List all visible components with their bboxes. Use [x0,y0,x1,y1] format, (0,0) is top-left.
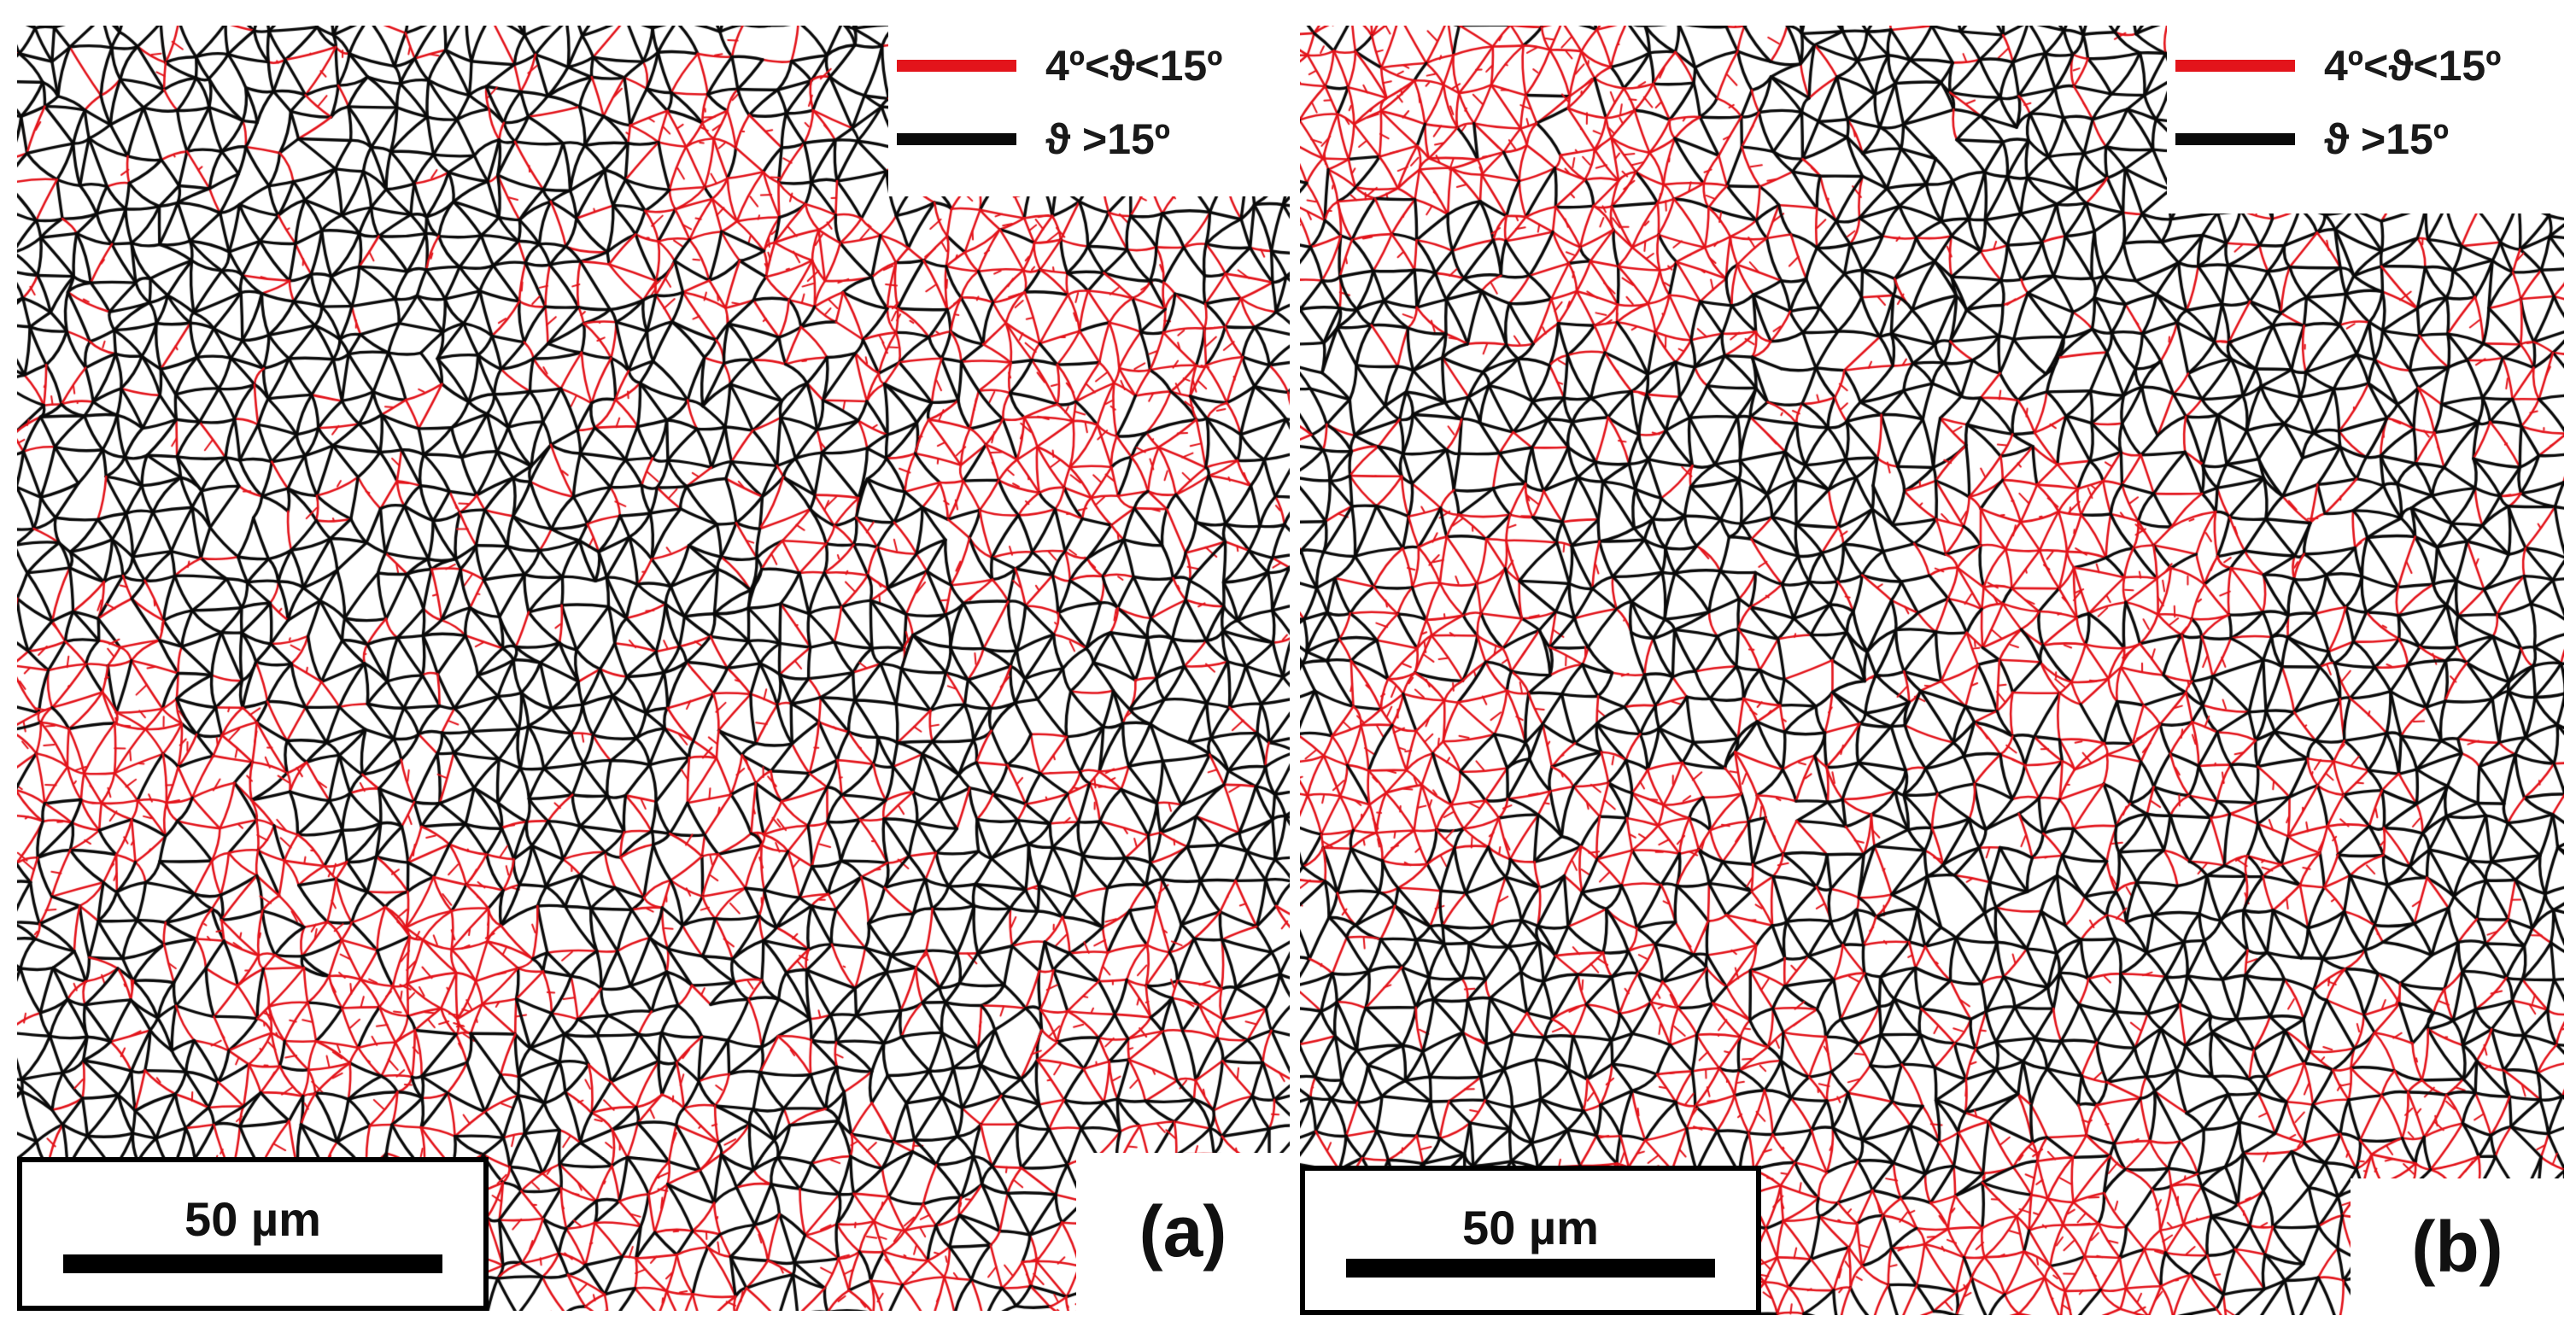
legend-entry-low-angle: 4º<ϑ<15º [888,41,1222,91]
ebsd-map-panel-b: 4º<ϑ<15º ϑ >15º 50 µm (b) [1300,26,2564,1315]
legend-label: ϑ >15º [1045,115,1171,163]
legend-b: 4º<ϑ<15º ϑ >15º [2167,26,2564,213]
legend-label: 4º<ϑ<15º [1045,42,1223,90]
scale-bar-line [1346,1259,1715,1278]
ebsd-map-panel-a: 4º<ϑ<15º ϑ >15º 50 µm (a) [17,26,1290,1311]
red-line-swatch [2175,60,2295,72]
legend-a: 4º<ϑ<15º ϑ >15º [888,26,1290,196]
black-line-swatch [2175,133,2295,145]
scale-bar-line [63,1254,442,1273]
grain-boundary-map-a [17,26,1290,1311]
panel-label-b: (b) [2351,1178,2564,1315]
legend-entry-low-angle: 4º<ϑ<15º [2167,41,2501,91]
scale-bar-label: 50 µm [1462,1201,1599,1254]
black-line-swatch [897,133,1016,145]
red-line-swatch [897,60,1016,72]
legend-entry-high-angle: ϑ >15º [2167,114,2449,164]
legend-label: ϑ >15º [2324,115,2450,163]
scale-bar-box-b: 50 µm [1300,1166,1761,1315]
scale-bar-label: 50 µm [184,1192,321,1246]
grain-boundary-map-b [1300,26,2564,1315]
legend-entry-high-angle: ϑ >15º [888,114,1170,164]
scale-bar-box-a: 50 µm [17,1157,489,1311]
legend-label: 4º<ϑ<15º [2324,42,2502,90]
panel-label-a: (a) [1076,1153,1290,1311]
